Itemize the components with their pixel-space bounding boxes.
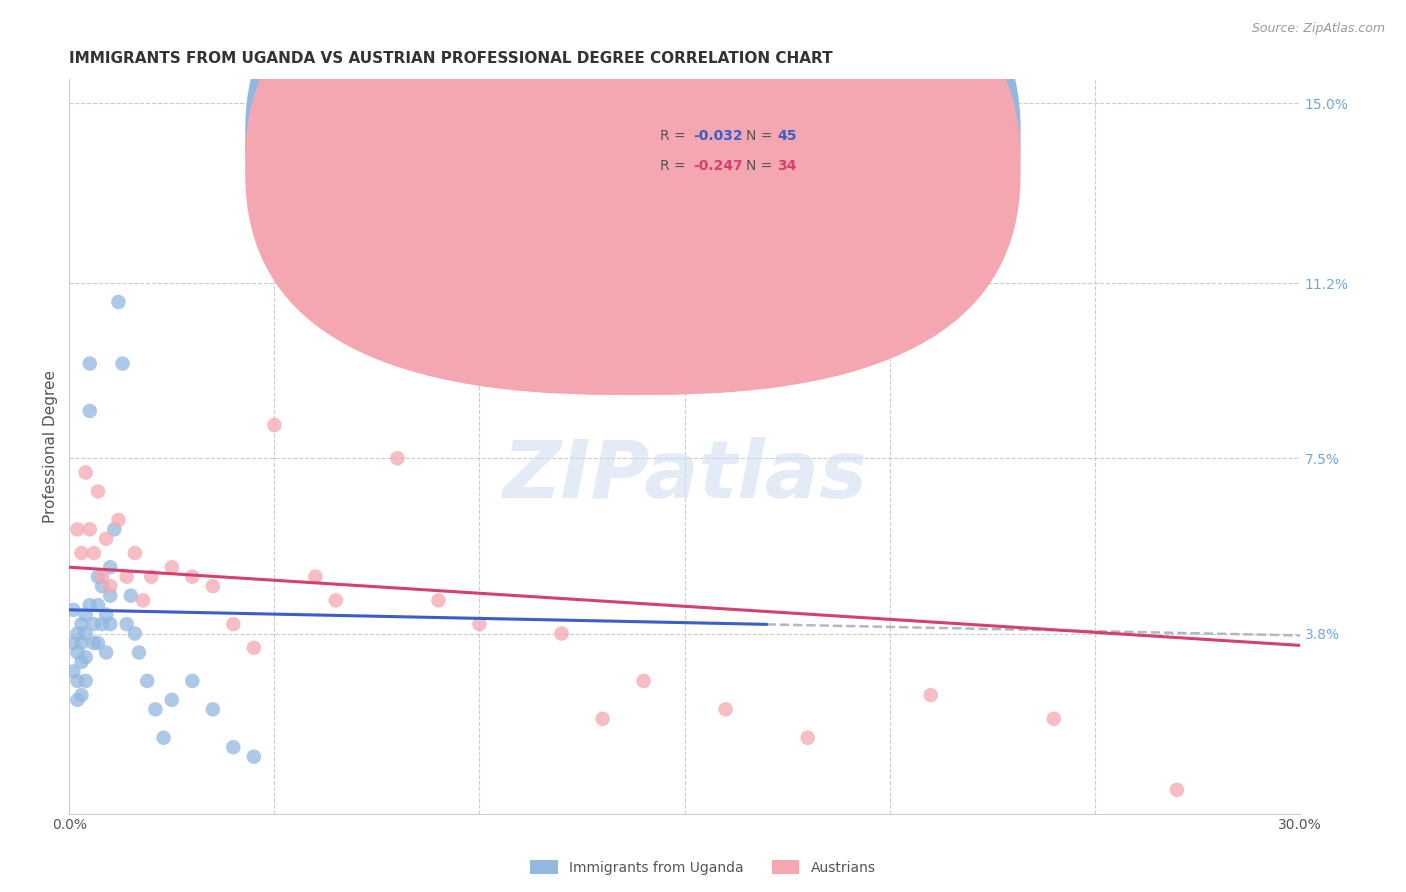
Text: R =: R = <box>659 128 686 143</box>
Text: Source: ZipAtlas.com: Source: ZipAtlas.com <box>1251 22 1385 36</box>
Point <box>141 570 163 584</box>
Point <box>98 560 121 574</box>
Point <box>714 702 737 716</box>
Point <box>87 484 110 499</box>
Point <box>66 626 89 640</box>
Point <box>98 617 121 632</box>
Point <box>344 295 367 310</box>
Point <box>62 603 84 617</box>
Point <box>91 570 114 584</box>
Point <box>66 522 89 536</box>
Point <box>75 466 97 480</box>
Point <box>83 636 105 650</box>
Point <box>920 688 942 702</box>
Point <box>111 357 134 371</box>
Point <box>387 451 409 466</box>
FancyBboxPatch shape <box>592 102 887 204</box>
Point <box>66 645 89 659</box>
Point <box>70 617 93 632</box>
Point <box>325 593 347 607</box>
Point <box>124 546 146 560</box>
Point <box>468 617 491 632</box>
Point <box>75 673 97 688</box>
Text: IMMIGRANTS FROM UGANDA VS AUSTRIAN PROFESSIONAL DEGREE CORRELATION CHART: IMMIGRANTS FROM UGANDA VS AUSTRIAN PROFE… <box>69 51 832 66</box>
Point <box>181 673 204 688</box>
Point <box>145 702 167 716</box>
Point <box>87 636 110 650</box>
Point <box>98 579 121 593</box>
Text: N =: N = <box>747 159 772 173</box>
Point <box>243 640 266 655</box>
Point <box>75 626 97 640</box>
Point <box>1043 712 1066 726</box>
Point <box>304 570 326 584</box>
Text: -0.032: -0.032 <box>693 128 742 143</box>
Text: -0.247: -0.247 <box>693 159 742 173</box>
Point <box>222 617 245 632</box>
Point <box>160 693 183 707</box>
Y-axis label: Professional Degree: Professional Degree <box>44 370 58 523</box>
Point <box>128 645 150 659</box>
Point <box>592 712 614 726</box>
Point <box>796 731 818 745</box>
Point <box>98 589 121 603</box>
Point <box>1166 782 1188 797</box>
Point <box>132 593 155 607</box>
Point <box>94 607 117 622</box>
Text: 34: 34 <box>778 159 796 173</box>
Point <box>160 560 183 574</box>
Point <box>115 617 138 632</box>
Point <box>75 607 97 622</box>
Point <box>115 570 138 584</box>
Point <box>83 617 105 632</box>
Point <box>120 589 142 603</box>
Point <box>70 655 93 669</box>
Text: N =: N = <box>747 128 772 143</box>
Point <box>427 593 450 607</box>
Point <box>550 626 572 640</box>
Point <box>91 617 114 632</box>
Point <box>94 532 117 546</box>
Point <box>79 404 101 418</box>
Point <box>91 579 114 593</box>
Point <box>94 645 117 659</box>
Point <box>62 665 84 679</box>
Point <box>87 570 110 584</box>
Point <box>107 295 129 310</box>
Point <box>83 546 105 560</box>
Point <box>633 673 655 688</box>
Point <box>66 693 89 707</box>
Point <box>103 522 125 536</box>
Point <box>107 513 129 527</box>
Point <box>222 740 245 755</box>
Point <box>70 688 93 702</box>
Point <box>79 522 101 536</box>
Point <box>243 749 266 764</box>
Point <box>181 570 204 584</box>
FancyBboxPatch shape <box>245 0 1021 395</box>
Point <box>263 418 285 433</box>
Legend: Immigrants from Uganda, Austrians: Immigrants from Uganda, Austrians <box>524 855 882 880</box>
Point <box>79 357 101 371</box>
Point <box>70 636 93 650</box>
Point <box>66 673 89 688</box>
Point <box>201 702 224 716</box>
Text: ZIPatlas: ZIPatlas <box>502 437 868 515</box>
Point <box>62 636 84 650</box>
Text: R =: R = <box>659 159 686 173</box>
Text: 45: 45 <box>778 128 796 143</box>
FancyBboxPatch shape <box>245 0 1021 366</box>
Point <box>79 598 101 612</box>
Point <box>136 673 159 688</box>
Point <box>124 626 146 640</box>
Point <box>87 598 110 612</box>
Point <box>201 579 224 593</box>
Point <box>75 650 97 665</box>
Point <box>152 731 174 745</box>
Point <box>70 546 93 560</box>
